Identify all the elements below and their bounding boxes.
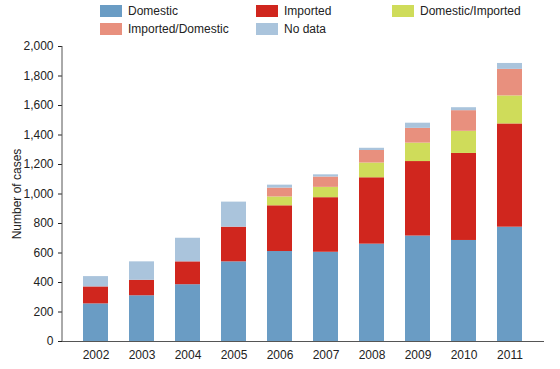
- svg-text:1,000: 1,000: [23, 187, 53, 201]
- svg-text:2010: 2010: [451, 348, 478, 362]
- html-text:Domestic: Domestic: [128, 4, 178, 18]
- svg-text:0: 0: [47, 334, 54, 348]
- svg-text:1,800: 1,800: [23, 69, 53, 83]
- svg-text:2006: 2006: [267, 348, 294, 362]
- svg-text:1,400: 1,400: [23, 128, 53, 142]
- svg-text:Number of cases: Number of cases: [10, 149, 24, 240]
- svg-text:200: 200: [33, 305, 53, 319]
- html-text:Domestic/Imported: Domestic/Imported: [420, 4, 521, 18]
- html-text:Imported/Domestic: Imported/Domestic: [128, 22, 229, 36]
- html-text:Imported: Imported: [284, 4, 332, 18]
- svg-text:600: 600: [33, 246, 53, 260]
- svg-text:2009: 2009: [405, 348, 432, 362]
- svg-text:2002: 2002: [83, 348, 110, 362]
- svg-text:2,000: 2,000: [23, 39, 53, 53]
- svg-text:1,200: 1,200: [23, 157, 53, 171]
- svg-text:2008: 2008: [359, 348, 386, 362]
- svg-text:1,600: 1,600: [23, 98, 53, 112]
- svg-text:2005: 2005: [221, 348, 248, 362]
- svg-text:2004: 2004: [175, 348, 202, 362]
- svg-text:800: 800: [33, 216, 53, 230]
- html-text:No data: No data: [284, 22, 326, 36]
- svg-text:2003: 2003: [129, 348, 156, 362]
- svg-text:400: 400: [33, 275, 53, 289]
- svg-text:2011: 2011: [497, 348, 523, 362]
- svg-text:2007: 2007: [313, 348, 340, 362]
